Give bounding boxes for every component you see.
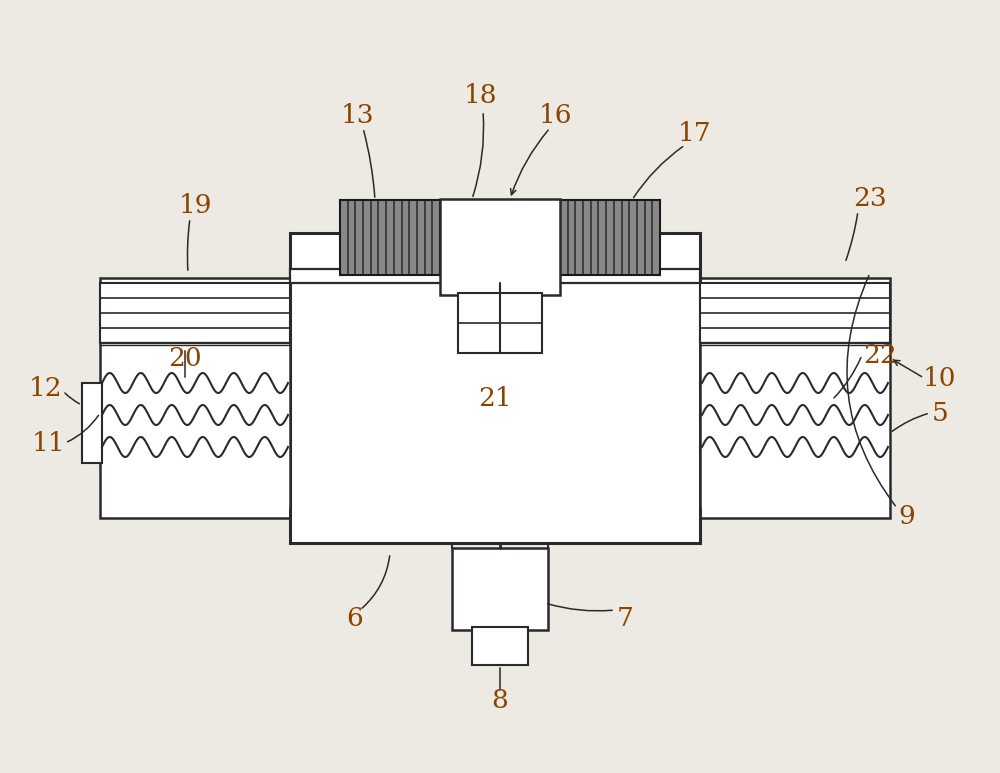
Bar (290, 233, 700, 543)
Bar (340, 200, 440, 275)
Text: 20: 20 (168, 346, 202, 370)
Text: 22: 22 (863, 342, 897, 367)
Text: 7: 7 (617, 605, 633, 631)
Bar (440, 199, 560, 295)
Text: 13: 13 (341, 103, 375, 128)
Text: 16: 16 (538, 103, 572, 128)
Bar (472, 627, 528, 665)
Bar (458, 293, 542, 353)
Bar (340, 200, 440, 275)
Bar (100, 283, 290, 343)
Bar (700, 283, 890, 343)
Text: 6: 6 (347, 605, 363, 631)
Text: 19: 19 (178, 192, 212, 217)
Text: 9: 9 (899, 503, 915, 529)
Text: 18: 18 (463, 83, 497, 107)
Bar (82, 383, 102, 463)
Bar (560, 200, 660, 275)
Text: 8: 8 (492, 689, 508, 713)
Bar (100, 278, 290, 518)
Text: 12: 12 (29, 376, 63, 400)
Text: 11: 11 (31, 431, 65, 455)
Text: 5: 5 (932, 400, 948, 425)
Text: 21: 21 (478, 386, 512, 410)
Bar (452, 548, 548, 630)
Text: 23: 23 (853, 186, 887, 210)
Text: 10: 10 (923, 366, 957, 390)
Bar (700, 278, 890, 518)
Bar (560, 200, 660, 275)
Bar (290, 269, 700, 283)
Text: 17: 17 (678, 121, 712, 145)
